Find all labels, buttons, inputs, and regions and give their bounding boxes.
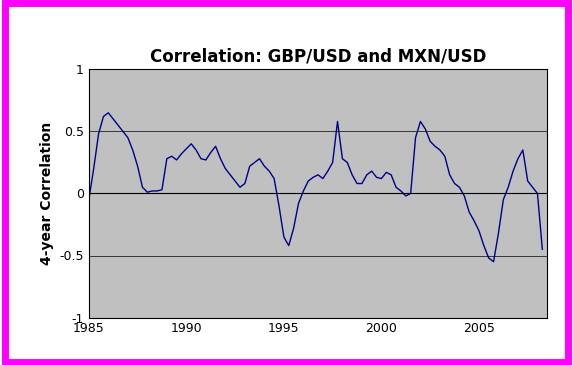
Y-axis label: 4-year Correlation: 4-year Correlation xyxy=(40,122,54,265)
Title: Correlation: GBP/USD and MXN/USD: Correlation: GBP/USD and MXN/USD xyxy=(150,47,486,65)
